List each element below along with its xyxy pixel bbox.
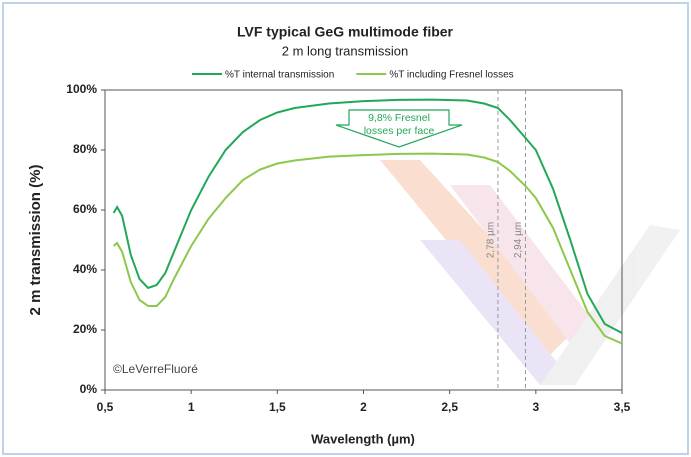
frame	[3, 3, 688, 454]
legend-label: %T internal transmission	[225, 70, 334, 81]
annotation-text: 9,8% Fresnel	[368, 112, 430, 124]
x-tick-label: 3	[532, 400, 539, 414]
chart-subtitle: 2 m long transmission	[282, 43, 408, 58]
chart: LVF typical GeG multimode fiber 2 m long…	[0, 0, 691, 457]
legend-label: %T including Fresnel losses	[389, 70, 513, 81]
y-tick-label: 60%	[73, 202, 97, 216]
x-tick-label: 1,5	[269, 400, 286, 414]
y-tick-label: 0%	[80, 382, 98, 396]
x-tick-label: 2	[360, 400, 367, 414]
y-tick-label: 20%	[73, 322, 97, 336]
x-tick-label: 0,5	[97, 400, 114, 414]
copyright: ©LeVerreFluoré	[113, 362, 198, 376]
x-tick-label: 1	[188, 400, 195, 414]
annotation-text: losses per face	[364, 125, 435, 137]
x-axis-label: Wavelength (µm)	[311, 431, 415, 446]
y-axis-label: 2 m transmission (%)	[27, 165, 44, 316]
reference-label: 2,94 µm	[513, 222, 524, 258]
y-tick-label: 100%	[66, 82, 97, 96]
x-tick-label: 2,5	[441, 400, 458, 414]
y-tick-label: 80%	[73, 142, 97, 156]
y-tick-label: 40%	[73, 262, 97, 276]
reference-label: 2,78 µm	[486, 222, 497, 258]
chart-title: LVF typical GeG multimode fiber	[237, 24, 454, 40]
x-tick-label: 3,5	[614, 400, 631, 414]
